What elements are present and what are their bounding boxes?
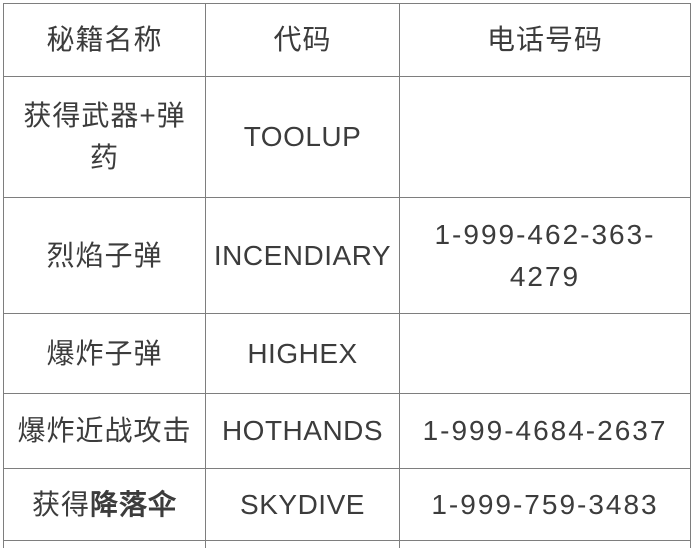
cheat-name-bold-text: 降落伞 bbox=[90, 488, 178, 520]
table-row: 爆炸近战攻击 HOTHANDS 1-999-4684-2637 bbox=[3, 393, 691, 469]
cheat-code-cell: SKYDIVE bbox=[205, 468, 400, 541]
cheat-code-cell: HOTHANDS bbox=[205, 393, 400, 469]
column-header-cheat-name: 秘籍名称 bbox=[3, 3, 206, 77]
empty-cell bbox=[205, 540, 400, 548]
cheat-codes-table: 秘籍名称 代码 电话号码 获得武器+弹药 TOOLUP 烈焰子弹 INCENDI… bbox=[3, 3, 691, 548]
table-row: 获得降落伞 SKYDIVE 1-999-759-3483 bbox=[3, 468, 691, 541]
cheat-name-text: 获得 bbox=[31, 488, 90, 520]
cheat-name-cell: 爆炸近战攻击 bbox=[3, 393, 206, 469]
table-row: 爆炸子弹 HIGHEX bbox=[3, 313, 691, 394]
cheat-code-cell: INCENDIARY bbox=[205, 197, 400, 314]
table-row: 烈焰子弹 INCENDIARY 1-999-462-363-4279 bbox=[3, 197, 691, 314]
phone-number-cell bbox=[399, 76, 691, 198]
cheat-name-cell: 爆炸子弹 bbox=[3, 313, 206, 394]
cheat-name-cell: 获得武器+弹药 bbox=[3, 76, 206, 198]
phone-number-cell bbox=[399, 313, 691, 394]
phone-number-cell: 1-999-4684-2637 bbox=[399, 393, 691, 469]
header-row: 秘籍名称 代码 电话号码 bbox=[3, 3, 691, 77]
empty-cell bbox=[399, 540, 691, 548]
phone-number-cell: 1-999-462-363-4279 bbox=[399, 197, 691, 314]
cheat-name-text: 爆炸子弹 bbox=[46, 337, 163, 369]
cheat-name-text: 获得武器+弹药 bbox=[23, 100, 186, 173]
column-header-code: 代码 bbox=[205, 3, 400, 77]
cheat-name-cell: 获得降落伞 bbox=[3, 468, 206, 541]
column-header-phone-number: 电话号码 bbox=[399, 3, 691, 77]
cheat-name-text: 烈焰子弹 bbox=[46, 239, 163, 271]
clipped-partial-row bbox=[3, 540, 691, 548]
cheat-code-cell: HIGHEX bbox=[205, 313, 400, 394]
empty-cell bbox=[3, 540, 206, 548]
phone-number-cell: 1-999-759-3483 bbox=[399, 468, 691, 541]
cheat-name-text: 爆炸近战攻击 bbox=[17, 415, 192, 446]
cheat-code-cell: TOOLUP bbox=[205, 76, 400, 198]
table-row: 获得武器+弹药 TOOLUP bbox=[3, 76, 691, 198]
cheat-name-cell: 烈焰子弹 bbox=[3, 197, 206, 314]
